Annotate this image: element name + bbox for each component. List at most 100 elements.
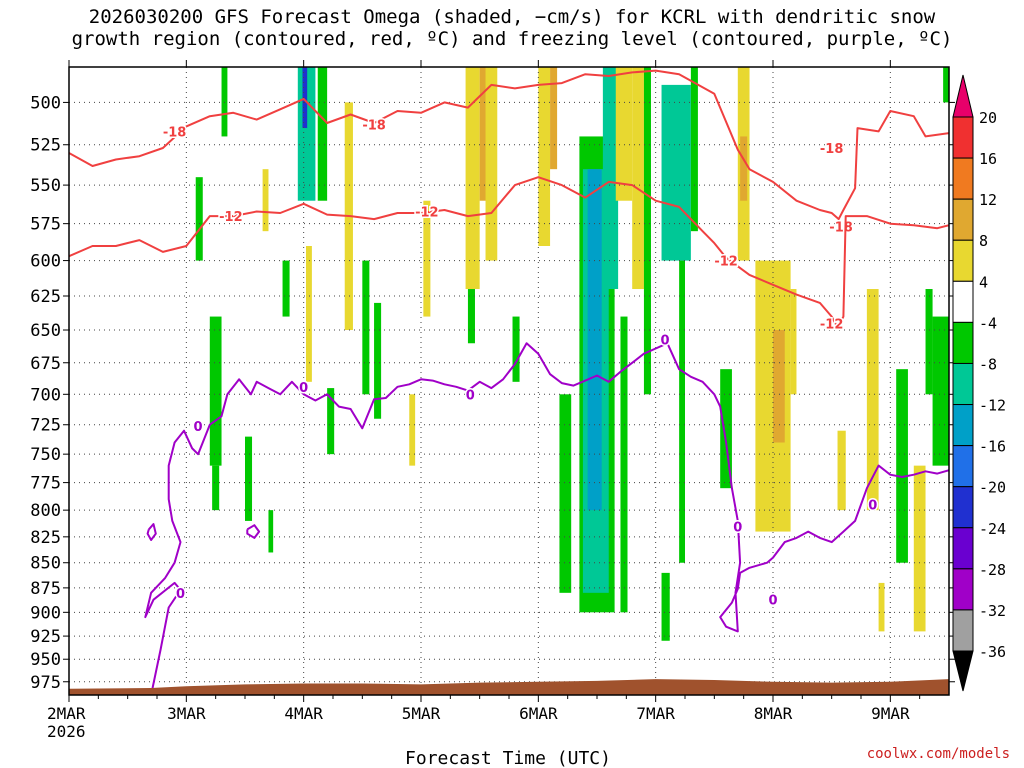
omega-cell: [423, 200, 431, 317]
omega-cell: [661, 84, 691, 261]
y-tick-label: 800: [30, 501, 61, 521]
omega-cell: [602, 67, 619, 290]
omega-cell: [409, 394, 416, 466]
contour-line: [246, 524, 261, 539]
omega-cell: [374, 302, 382, 419]
x-axis-label: Forecast Time (UTC): [405, 748, 611, 768]
x-tick-label: 3MAR: [167, 704, 206, 723]
colorbar-label: -24: [979, 520, 1006, 538]
contour-line: [69, 176, 949, 329]
omega-cell: [195, 177, 203, 261]
omega-cell: [878, 582, 885, 632]
colorbar-label: -12: [979, 397, 1006, 415]
colorbar: 20 16 12 8 4 -4 -8 -12 -16 -20 -24 -28 -32 -36: [952, 74, 1006, 692]
y-tick-label: 600: [30, 252, 61, 272]
y-tick-label: 750: [30, 445, 61, 465]
omega-cell: [620, 316, 628, 613]
colorbar-label: -4: [979, 314, 997, 332]
contour-label: 0: [661, 333, 670, 348]
x-tick-label: 5MAR: [402, 704, 441, 723]
plot-area: -18 -18 -18 -18 -12 -12 -12 -12 0 0 0 0 0 0 0 0: [69, 67, 949, 695]
colorbar-bottom-triangle: [952, 650, 974, 692]
omega-cell: [679, 260, 685, 563]
contour-label: -18: [163, 125, 187, 140]
omega-cell: [221, 67, 228, 137]
omega-cell: [837, 430, 846, 511]
contour-label: 0: [176, 587, 185, 602]
y-tick-label: 625: [30, 287, 61, 307]
contour-label: 0: [768, 594, 777, 609]
omega-cell: [317, 67, 328, 201]
colorbar-label: 16: [979, 150, 997, 168]
colorbar-segment: [952, 527, 974, 570]
contour-line: [69, 69, 949, 221]
omega-cell: [212, 465, 220, 511]
omega-cell: [327, 388, 335, 455]
y-tick-label: 650: [30, 321, 61, 341]
contour-line: [146, 523, 157, 541]
colorbar-segment: [952, 239, 974, 282]
omega-cell: [925, 289, 933, 395]
colorbar-segment: [952, 198, 974, 241]
contour-label: -12: [714, 255, 738, 270]
omega-cell: [932, 316, 949, 466]
y-tick-label: 675: [30, 354, 61, 374]
omega-cell: [559, 394, 572, 593]
omega-cell: [306, 245, 312, 382]
y-tick-label: 575: [30, 215, 61, 235]
y-tick-label: 725: [30, 416, 61, 436]
colorbar-label: -8: [979, 355, 997, 373]
y-tick-label: 825: [30, 528, 61, 548]
y-tick-label: 875: [30, 579, 61, 599]
omega-cell: [790, 289, 797, 395]
y-tick-label: 850: [30, 554, 61, 574]
omega-cell: [632, 67, 644, 290]
x-tick-label: 8MAR: [754, 704, 793, 723]
y-tick-label: 925: [30, 627, 61, 647]
omega-cell: [282, 260, 290, 317]
contour-label: 0: [299, 381, 308, 396]
omega-cell: [740, 136, 748, 201]
omega-cell: [465, 67, 480, 290]
colorbar-segment: [952, 609, 974, 652]
y-tick-label: 950: [30, 650, 61, 670]
title-line-1: 2026030200 GFS Forecast Omega (shaded, −…: [88, 6, 936, 28]
contour-line: [144, 342, 949, 695]
plot-frame: [68, 66, 950, 696]
colorbar-label: -32: [979, 602, 1006, 620]
colorbar-label: 12: [979, 191, 997, 209]
omega-cell: [245, 436, 253, 521]
omega-cell: [720, 369, 732, 489]
colorbar-segment: [952, 157, 974, 200]
contour-label: -18: [829, 221, 853, 236]
y-tick-label: 700: [30, 385, 61, 405]
contour-label: -12: [415, 206, 439, 221]
omega-cell: [262, 169, 269, 232]
colorbar-segment: [952, 486, 974, 529]
omega-cell: [550, 67, 558, 170]
y-tick-label: 500: [30, 93, 61, 113]
omega-cell: [485, 67, 498, 261]
y-tick-label: 975: [30, 673, 61, 693]
colorbar-segment: [952, 362, 974, 406]
contour-label: 0: [733, 520, 742, 535]
contour-label: 0: [868, 499, 877, 514]
omega-cell: [268, 510, 274, 553]
x-tick-sublabel: 2026: [47, 722, 86, 741]
credit-text: coolwx.com/models: [866, 746, 1010, 762]
colorbar-label: -36: [979, 643, 1006, 661]
colorbar-segment: [952, 445, 974, 488]
chart-title: 2026030200 GFS Forecast Omega (shaded, −…: [0, 6, 1024, 50]
omega-cell: [690, 67, 698, 232]
x-tick-label: 6MAR: [519, 704, 558, 723]
omega-cell: [512, 316, 520, 382]
colorbar-segment: [952, 404, 974, 447]
y-tick-label: 900: [30, 603, 61, 623]
omega-cell: [538, 67, 551, 246]
colorbar-label: 4: [979, 273, 988, 291]
plot-contents: -18 -18 -18 -18 -12 -12 -12 -12 0 0 0 0 0 0 0 0: [69, 67, 949, 695]
colorbar-segment: [952, 280, 974, 323]
terrain-fill: [69, 679, 949, 695]
omega-cell: [643, 67, 651, 395]
